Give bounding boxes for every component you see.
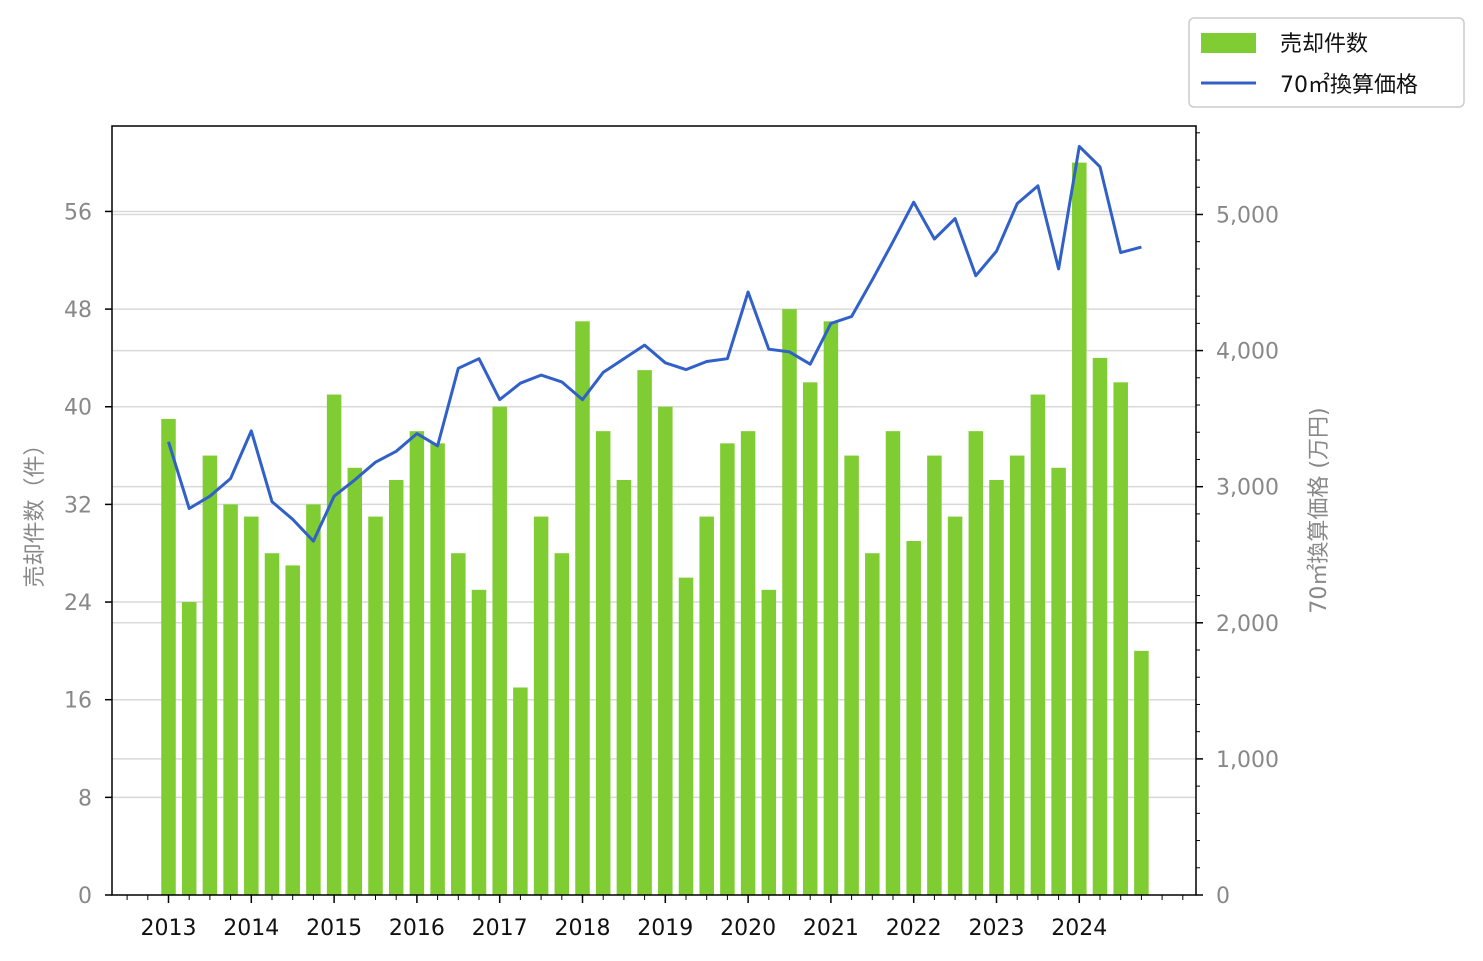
bar xyxy=(906,541,921,895)
bar xyxy=(181,602,197,895)
bar xyxy=(658,406,673,895)
bar xyxy=(968,431,984,895)
bar xyxy=(575,321,590,895)
bar xyxy=(1092,357,1108,895)
x-tick-label: 2016 xyxy=(389,916,445,941)
x-tick-label: 2014 xyxy=(223,916,279,941)
bar xyxy=(451,553,466,895)
bar xyxy=(161,418,176,895)
legend-label-bar: 売却件数 xyxy=(1280,32,1368,57)
bar xyxy=(347,467,363,895)
bar xyxy=(927,455,942,895)
right-tick-label: 5,000 xyxy=(1216,203,1279,228)
bar xyxy=(1113,382,1128,895)
right-tick-label: 1,000 xyxy=(1216,748,1279,773)
bar xyxy=(989,479,1004,895)
left-tick-label: 0 xyxy=(78,884,92,909)
bar xyxy=(326,394,342,895)
bar xyxy=(388,479,404,895)
bar xyxy=(947,516,963,895)
left-tick-label: 32 xyxy=(64,493,92,518)
bar xyxy=(802,382,818,895)
bar xyxy=(1051,467,1066,895)
bar xyxy=(244,516,259,895)
bar xyxy=(595,431,611,895)
bar xyxy=(368,516,383,895)
right-tick-label: 2,000 xyxy=(1216,612,1279,637)
price-line xyxy=(167,144,1142,543)
bar xyxy=(1072,162,1087,896)
x-tick-label: 2024 xyxy=(1051,916,1107,941)
bar xyxy=(616,479,632,895)
right-tick-label: 3,000 xyxy=(1216,476,1279,501)
x-axis: 2013 2014 2015 2016 2017 2018 2019 2020 2021 2022… xyxy=(126,895,1184,941)
legend-swatch-bar xyxy=(1201,33,1256,53)
bar xyxy=(202,455,218,895)
bar-series-sales-count xyxy=(161,162,1149,896)
bar xyxy=(492,406,507,895)
bar xyxy=(1030,394,1046,895)
x-tick-label: 2018 xyxy=(555,916,611,941)
bar xyxy=(223,504,238,895)
bar xyxy=(264,553,280,895)
left-tick-label: 56 xyxy=(64,200,92,225)
bar xyxy=(740,431,756,895)
bar xyxy=(720,443,735,895)
bar xyxy=(513,687,528,895)
line-series-price xyxy=(167,144,1142,543)
bar xyxy=(306,504,321,895)
bar xyxy=(865,553,880,895)
legend-label-line: 70㎡換算価格 xyxy=(1280,72,1418,98)
left-y-axis: 0 8 16 24 32 40 48 56 xyxy=(64,200,112,909)
left-tick-label: 8 xyxy=(78,786,92,811)
x-tick-label: 2013 xyxy=(141,916,197,941)
bar xyxy=(637,370,652,896)
x-tick-label: 2023 xyxy=(969,916,1025,941)
bar xyxy=(844,455,859,895)
bar xyxy=(1134,650,1149,895)
right-tick-label: 4,000 xyxy=(1216,340,1279,365)
right-axis-label: 70㎡換算価格 (万円) xyxy=(1306,407,1332,613)
bar xyxy=(430,443,445,895)
bar xyxy=(409,431,425,895)
bar xyxy=(471,589,487,895)
bar xyxy=(285,565,300,895)
plot-frame xyxy=(111,125,1197,896)
x-tick-label: 2015 xyxy=(306,916,362,941)
right-tick-label: 0 xyxy=(1216,884,1230,909)
bar xyxy=(533,516,549,895)
x-tick-label: 2021 xyxy=(803,916,859,941)
left-tick-label: 48 xyxy=(64,298,92,323)
bar xyxy=(823,321,839,895)
legend-box xyxy=(1188,17,1465,108)
bar xyxy=(1009,455,1025,895)
x-tick-label: 2019 xyxy=(637,916,693,941)
left-axis-label: 売却件数（件） xyxy=(23,433,48,587)
bar xyxy=(761,589,777,895)
legend: 売却件数 70㎡換算価格 xyxy=(1188,17,1465,108)
x-tick-label: 2017 xyxy=(472,916,528,941)
bar xyxy=(678,577,694,895)
bar xyxy=(885,431,901,895)
x-tick-label: 2020 xyxy=(720,916,776,941)
bar xyxy=(782,309,797,896)
left-tick-label: 24 xyxy=(64,591,92,616)
left-tick-label: 40 xyxy=(64,396,92,421)
right-y-axis: 0 1,000 2,000 3,000 4,000 5,000 xyxy=(1196,132,1279,909)
left-tick-label: 16 xyxy=(64,689,92,714)
bar xyxy=(699,516,714,895)
x-tick-label: 2022 xyxy=(886,916,942,941)
bar xyxy=(554,553,570,895)
